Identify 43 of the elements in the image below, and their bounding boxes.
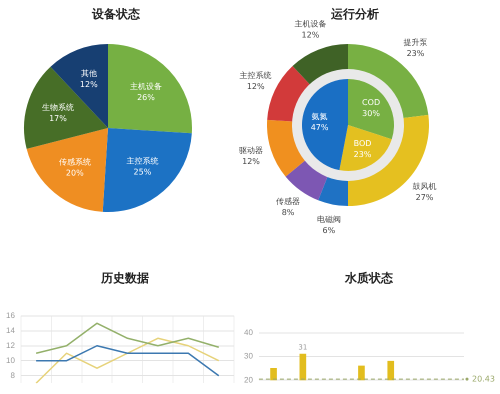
slice-label: 主控系统: [126, 156, 158, 166]
slice-label: COD: [362, 98, 380, 107]
y-tick-label: 16: [6, 311, 16, 320]
y-tick-label: 8: [10, 370, 16, 380]
slice-label: 传感系统: [58, 158, 91, 167]
data-label: 6%: [322, 226, 336, 235]
data-label: 12%: [242, 157, 260, 166]
slice-label: 生物系统: [42, 103, 74, 112]
slice-label: 驱动器: [238, 146, 263, 156]
y-tick-label: 10: [6, 356, 16, 365]
data-label: 12%: [246, 82, 265, 92]
slice-label: 其他: [80, 69, 97, 78]
data-label: 47%: [310, 122, 329, 132]
y-tick-label: 20: [244, 375, 254, 384]
data-label: 30%: [362, 108, 380, 118]
data-label: 23%: [354, 150, 372, 160]
y-tick-label: 12: [6, 340, 16, 350]
y-tick-label: 30: [244, 352, 254, 361]
data-label: 27%: [416, 193, 434, 202]
slice-label: 提升泵: [403, 38, 428, 48]
data-label: 12%: [302, 30, 320, 40]
chart-title: 历史数据: [100, 270, 150, 287]
ref-line-label: 20.43: [472, 374, 495, 384]
chart-title: 运行分析: [331, 7, 379, 21]
slice-label: 主机设备: [130, 82, 162, 91]
y-tick-label: 40: [244, 328, 254, 338]
chart-title: 设备状态: [90, 6, 141, 23]
slice-label: 氨氮: [312, 112, 328, 121]
slice-label: 鼓风机: [412, 182, 437, 192]
data-label: 12%: [80, 80, 98, 90]
data-label: 23%: [406, 49, 425, 58]
slice-label: 主机设备: [294, 20, 326, 29]
data-label: 26%: [137, 92, 156, 102]
slice-label: 电磁阀: [316, 214, 341, 224]
slice-label: 主控系统: [240, 71, 272, 80]
data-label: 8%: [282, 208, 295, 218]
y-tick-label: 14: [6, 326, 16, 335]
slice-label: 传感器: [276, 197, 300, 206]
slice-label: BOD: [354, 139, 372, 148]
data-label: 20%: [66, 168, 84, 178]
data-label: 17%: [49, 114, 68, 124]
chart-title: 水质状态: [344, 270, 394, 287]
data-label: 25%: [134, 168, 152, 177]
